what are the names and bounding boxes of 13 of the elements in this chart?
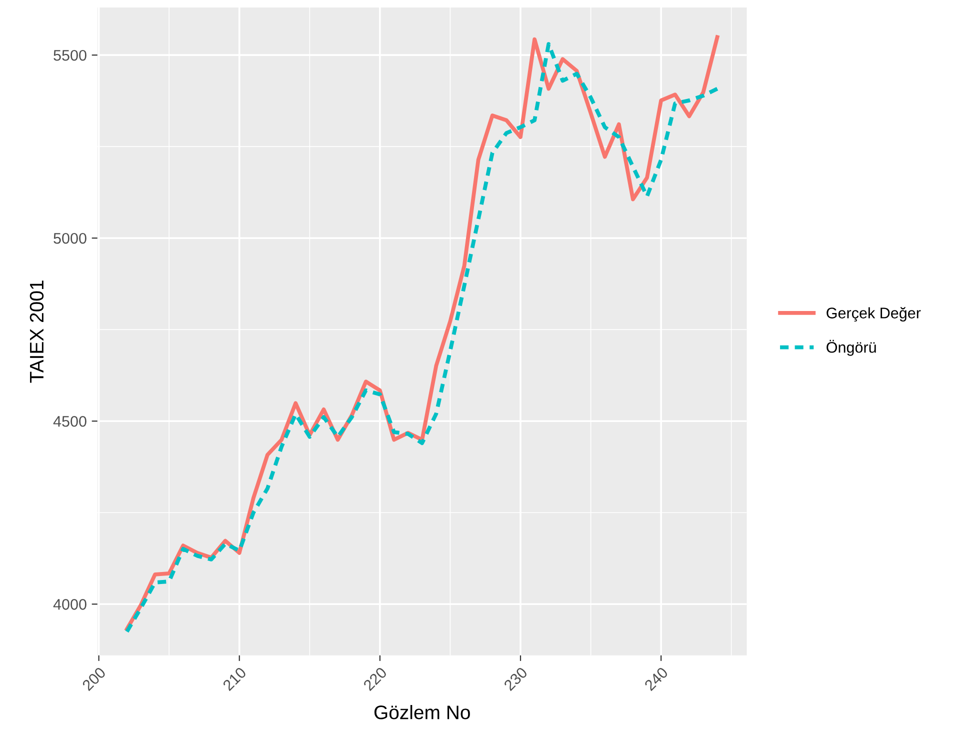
x-tick-label: 210 — [222, 666, 247, 692]
x-tick-label: 220 — [362, 666, 388, 692]
x-tick-label: 200 — [82, 666, 106, 692]
x-tick-label: 230 — [503, 666, 528, 692]
y-tick-label: 4500 — [53, 416, 86, 427]
x-axis-title: Gözlem No — [374, 704, 470, 720]
x-tick-label: 240 — [644, 666, 669, 692]
y-tick-label: 5000 — [54, 232, 86, 244]
legend-label: Öngörü — [826, 340, 876, 356]
legend-label: Gerçek Değer — [826, 307, 921, 322]
y-axis-title: TAIEX 2001 — [30, 280, 44, 383]
y-tick-label: 5500 — [54, 50, 86, 61]
y-tick-label: 4000 — [53, 598, 86, 610]
